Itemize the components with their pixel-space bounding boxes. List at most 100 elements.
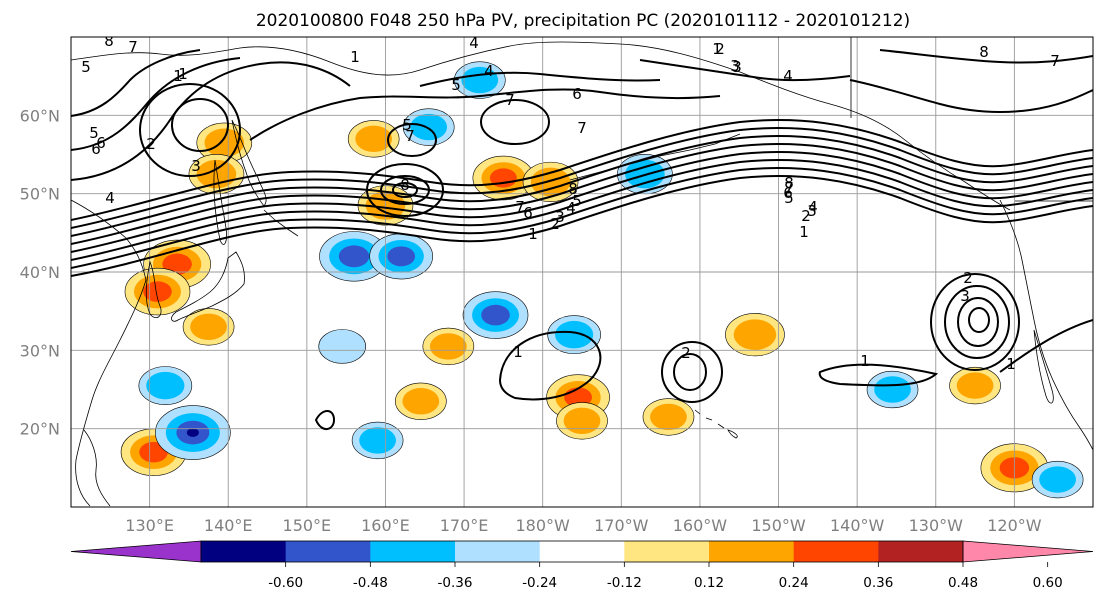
pv-contour-jet-8: [71, 119, 1093, 221]
longitude-labels: 130°E 140°E 150°E 160°E 170°E 180°W 170°W 160°W…: [125, 516, 1041, 535]
pv-contour-north-1: [71, 61, 351, 181]
pv-contour-north-7: [879, 49, 1093, 64]
colorbar-tick-label: 0.48: [948, 575, 978, 591]
pv-contour-jet-5: [71, 143, 1093, 245]
pv-contour-alaska: [849, 79, 1093, 113]
contour-label: 1: [513, 343, 523, 361]
contour-label: 7: [405, 127, 415, 145]
contour-label: 2: [550, 215, 560, 233]
precip-shade: [359, 427, 396, 454]
pv-contour-central: [498, 330, 602, 401]
precip-shade: [650, 403, 687, 431]
contour-label: 4: [484, 62, 494, 80]
precip-shade: [190, 313, 227, 341]
colorbar-tick-label: -0.12: [607, 575, 642, 591]
lat-label: 40°N: [20, 263, 60, 282]
contour-label: 1: [173, 67, 183, 85]
contour-label: 1: [799, 223, 809, 241]
contour-label: 3: [960, 287, 970, 305]
asia-coast: [71, 199, 147, 507]
contour-label: 1: [1006, 355, 1016, 373]
contour-label: 7: [784, 179, 794, 197]
colorbar-extend-low: [70, 540, 202, 563]
contour-label: 1: [860, 352, 870, 370]
precip-shade: [555, 320, 594, 349]
precip-shade: [1039, 466, 1076, 493]
precip-shade: [733, 319, 777, 350]
pv-contour-low-5: [480, 99, 550, 145]
precip-shade: [143, 281, 172, 302]
contour-label: 7: [1050, 52, 1060, 70]
alaska-coast: [619, 43, 1011, 211]
pv-contour-jet-6: [71, 135, 1093, 237]
siberia-coast: [71, 41, 621, 76]
lon-label: 160°E: [361, 516, 410, 535]
lon-label: 180°W: [516, 516, 571, 535]
contour-label: 5: [451, 76, 461, 94]
precip-shade: [481, 304, 510, 326]
lon-label: 130°E: [125, 516, 174, 535]
precip-shade: [186, 428, 199, 437]
precip-shade: [956, 372, 994, 399]
contour-label: 2: [681, 344, 691, 362]
graticule: [71, 37, 1093, 507]
pv-contour-low-3: [392, 182, 418, 198]
contour-label: 7: [128, 38, 138, 56]
colorbar-ticks: -0.60 -0.48 -0.36 -0.24 -0.12 0.12 0.24 0.36 0.4…: [268, 562, 1063, 591]
contour-label: 5: [402, 116, 412, 134]
precip-shade: [338, 245, 370, 268]
contour-label: 6: [523, 204, 533, 222]
contour-label: 6: [91, 140, 101, 158]
pv-contour-hawaii-1: [661, 341, 723, 403]
japan-coast: [171, 251, 245, 322]
contour-label: 1: [528, 225, 538, 243]
contour-label: 7: [505, 91, 515, 109]
contour-label: 2: [715, 40, 725, 58]
hawaii-islands: [694, 409, 738, 439]
kuril-islands: [263, 209, 299, 237]
colorbar-tick-label: 0.12: [694, 575, 724, 591]
contour-label: 4: [105, 189, 115, 207]
pv-contours: [71, 49, 1093, 430]
contour-label: 1: [350, 48, 360, 66]
contour-label: 5: [81, 58, 91, 76]
pv-contour-jet-1: [71, 175, 1093, 277]
pv-contour-north-4: [249, 88, 721, 141]
contour-label: 1: [712, 40, 722, 58]
colorbar-bin: [201, 541, 287, 562]
colorbar-bin: [709, 541, 795, 562]
precip-shade: [429, 333, 467, 360]
colorbar-tick-label: -0.24: [522, 575, 557, 591]
lon-label: 120°W: [987, 516, 1042, 535]
precip-shade: [318, 329, 367, 364]
contour-label: 3: [191, 157, 201, 175]
colorbar-bin: [624, 541, 710, 562]
colorbar-bin: [455, 541, 541, 562]
pv-contour-cutoff-1: [930, 273, 1020, 371]
contour-label: 8: [104, 32, 114, 50]
contour-label: 8: [784, 174, 794, 192]
pv-contour-low-4: [387, 123, 437, 157]
colorbar: -0.60 -0.48 -0.36 -0.24 -0.12 0.12 0.24 0.36 0.4…: [70, 540, 1094, 591]
pv-contour-north-5: [419, 71, 661, 87]
lon-label: 150°E: [283, 516, 332, 535]
colorbar-extend-high: [962, 540, 1094, 563]
pv-contour-jet-7: [71, 127, 1093, 229]
colorbar-bin: [878, 541, 964, 562]
pv-contour-low-1: [366, 163, 444, 217]
contour-label: 6: [572, 85, 582, 103]
contour-label: 6: [783, 184, 793, 202]
colorbar-tick-label: -0.60: [268, 575, 303, 591]
precip-shade: [146, 371, 185, 400]
colorbar-bin: [793, 541, 879, 562]
contour-label: 2: [146, 135, 156, 153]
pv-contour-jet-3: [71, 159, 1093, 261]
colorbar-bin: [285, 541, 371, 562]
contour-label: 2: [963, 269, 973, 287]
contour-label: 5: [784, 189, 794, 207]
pv-contour-jet-4: [71, 151, 1093, 253]
lon-label: 140°W: [830, 516, 885, 535]
colorbar-tick-label: 0.60: [1033, 575, 1063, 591]
